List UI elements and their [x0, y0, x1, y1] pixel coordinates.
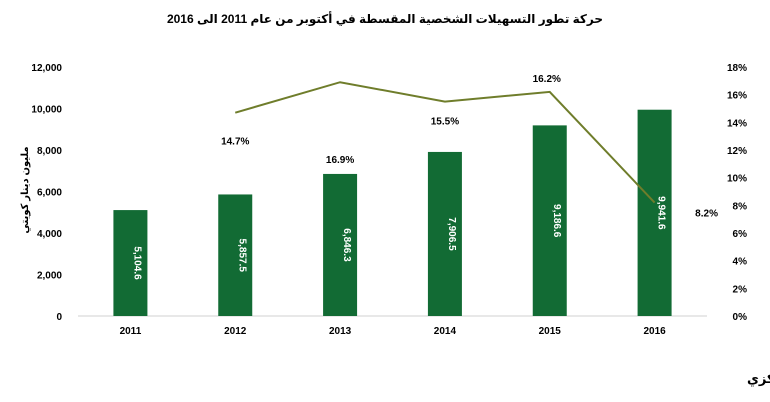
- y2-tick-label: 14%: [727, 118, 747, 129]
- series-line: [234, 81, 656, 204]
- y-axis-label: مليون دينار كويتي: [20, 146, 31, 233]
- bar-data-label: 9,186.6: [551, 204, 562, 238]
- y2-tick-label: 16%: [727, 91, 747, 102]
- bar: [427, 151, 462, 316]
- y-tick-label: 12,000: [31, 63, 62, 74]
- line-data-label: 14.7%: [221, 137, 249, 148]
- x-tick-label: 2011: [120, 326, 142, 337]
- x-tick-label: 2012: [224, 326, 247, 337]
- line-layer: 14.7% 16.9% 15.5% 16.2% 8.2%: [221, 74, 718, 220]
- y-tick-label: 0: [56, 312, 62, 323]
- bar-data-label: 6,846.3: [341, 228, 352, 262]
- x-tick-label: 2013: [329, 326, 352, 337]
- source-note: المصدر: بنك الكويت المركزي: [747, 371, 770, 386]
- y2-tick-label: 2%: [733, 284, 748, 295]
- chart-title: حركة تطور التسهيلات الشخصية المقسطة في أ…: [167, 11, 603, 27]
- bar: [113, 210, 148, 316]
- y2-tick-label: 18%: [727, 63, 747, 74]
- line-data-label: 15.5%: [431, 117, 459, 128]
- y2-tick-label: 6%: [733, 229, 748, 240]
- x-tick-label: 2014: [434, 326, 457, 337]
- y2-tick-label: 10%: [727, 174, 747, 185]
- x-tick-label: 2015: [539, 326, 562, 337]
- y2-tick-label: 8%: [733, 201, 748, 212]
- y2-tick-label: 4%: [733, 257, 748, 268]
- bar: [218, 194, 253, 316]
- y-tick-label: 2,000: [37, 271, 62, 282]
- line-data-label: 8.2%: [695, 209, 718, 220]
- y-tick-label: 4,000: [37, 229, 62, 240]
- y-tick-label: 10,000: [31, 105, 62, 116]
- y2-tick-label: 12%: [727, 146, 747, 157]
- ticks-layer: 0 2,000 4,000 6,000 8,000 10,000 12,000 0% 2% 4% 6…: [31, 63, 747, 337]
- bars-layer: 5,104.6 5,857.5 6,846.3 7,906.5 9,186.6 9,941…: [113, 109, 672, 317]
- bar: [323, 173, 358, 316]
- bar-data-label: 7,906.5: [446, 217, 457, 251]
- line-data-label: 16.9%: [326, 155, 354, 166]
- y2-tick-label: 0%: [733, 312, 748, 323]
- bar: [637, 109, 672, 317]
- bar-data-label: 9,941.6: [656, 196, 667, 230]
- bar-data-label: 5,104.6: [131, 246, 142, 280]
- y-tick-label: 8,000: [37, 146, 62, 157]
- bar-data-label: 5,857.5: [236, 239, 247, 273]
- y-tick-label: 6,000: [37, 188, 62, 199]
- line-data-label: 16.2%: [533, 74, 561, 85]
- bar: [532, 125, 567, 316]
- x-tick-label: 2016: [643, 326, 666, 337]
